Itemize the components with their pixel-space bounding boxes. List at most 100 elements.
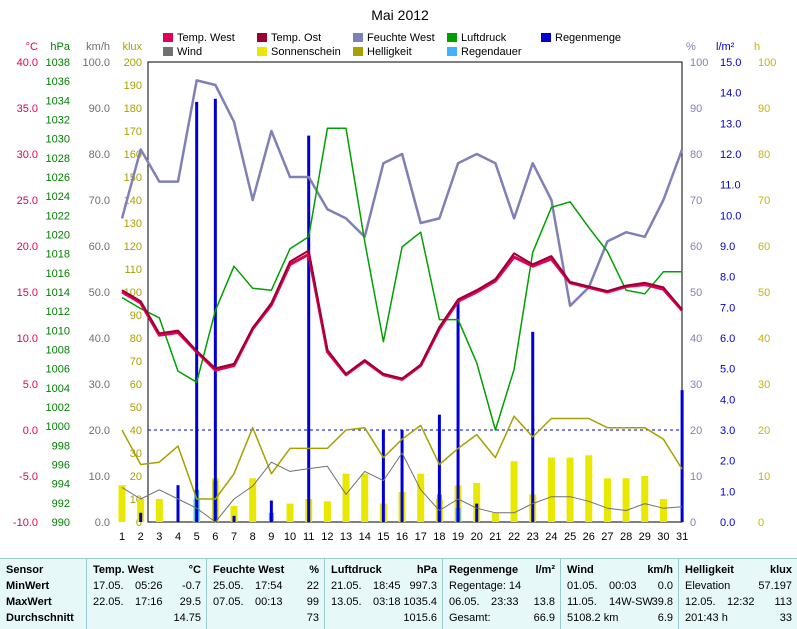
axis-tick-label: 1026 [46,172,70,184]
stats-col-wind: Wind km/h 01.05. 00:03 0.0 11.05. 14W-SW 39.8 51… [560,559,679,629]
axis-tick-label: 1038 [46,57,70,69]
stats-value: 1035.4 [403,596,437,608]
line-series [120,79,684,523]
stats-value: 39.8 [651,596,673,608]
stats-value-date: 201:43 h [685,612,728,624]
stats-value-time: 14W-SW [609,596,653,608]
axis-tick-label: -5.0 [19,471,38,483]
axis-tick-label: 10 [690,471,702,483]
x-tick-label: 4 [175,531,181,543]
axis-unit-label: hPa [50,41,70,53]
x-tick-label: 23 [527,531,539,543]
stats-col-feuchte: Feuchte West% 25.05. 17:54 22 07.05. 00:13 99 7… [206,559,325,629]
legend-label: Luftdruck [461,32,507,44]
stats-value-time: 17:16 [135,596,163,608]
axis-tick-label: 10.0 [720,210,741,222]
stats-value-date: Elevation [685,580,731,592]
stats-value: 0.0 [657,580,673,592]
temp-ost-line [121,249,683,380]
x-tick-label: 20 [471,531,483,543]
axis-tick-label: 30 [758,379,770,391]
axis-tick-label: 90 [690,103,702,115]
stats-value-time: 00:03 [609,580,637,592]
sunshine-bar [137,499,145,522]
legend-label: Sonnenschein [271,46,341,58]
axis-tick-label: 70 [130,356,142,368]
x-tick-label: 1 [119,531,125,543]
axis-tick-label: 15.0 [720,57,741,69]
stats-value-date: 17.05. [93,580,124,592]
x-tick-label: 30 [657,531,669,543]
stats-value: 73 [306,612,319,624]
axis-tick-label: 10 [758,471,770,483]
axis-tick-label: 80 [758,149,770,161]
axis-tick-label: 994 [52,479,70,491]
axis-tick-label: 998 [52,440,70,452]
rain-amount-bar [680,390,684,522]
axis-tick-label: 10.0 [17,333,38,345]
axis-tick-label: 60 [130,379,142,391]
axis-tick-label: 35.0 [17,103,38,115]
axis-tick-label: 40 [690,333,702,345]
axis-tick-label: 25.0 [17,195,38,207]
x-tick-label: 27 [601,531,613,543]
axis-tick-label: 70.0 [89,195,110,207]
axis-tick-label: 10.0 [89,471,110,483]
axis-tick-label: 20 [130,471,142,483]
stats-value-date: 11.05. [567,596,597,608]
rain-amount-bar [381,430,385,522]
axis-tick-label: 1034 [46,95,70,107]
axis-tick-label: 1.0 [720,486,735,498]
axis-tick-label: 11.0 [720,180,741,192]
axis-tick-label: 90 [130,310,142,322]
stats-col-regen: Regenmenge l/m² Regentage: 14 06.05. 23:33 13… [442,559,561,629]
sunshine-bar [473,482,481,522]
stats-value-time: 12:32 [727,596,755,608]
stats-value: 57.197 [758,580,792,592]
axis-tick-label: 15.0 [17,287,38,299]
x-tick-label: 13 [340,531,352,543]
axis-tick-label: 5.0 [23,379,38,391]
axis-tick-label: 4.0 [720,394,735,406]
axis-tick-label: 120 [124,241,142,253]
legend-label: Feuchte West [367,32,435,44]
sunshine-bar [342,473,350,522]
axis-tick-label: 9.0 [720,241,735,253]
stats-col-luftdruck: Luftdruck hPa 21.05. 18:45 997.3 13.05. 03:18 1… [324,559,443,629]
stats-unit: klux [769,564,792,576]
luftdruck-line [121,127,683,431]
axis-tick-label: 8.0 [720,272,735,284]
stats-col-temp: Temp. West °C 17.05. 05:26 -0.7 22.05. 17:16 29… [86,559,207,629]
axis-tick-label: 13.0 [720,118,741,130]
axis-tick-label: 70 [690,195,702,207]
axis-tick-label: 0.0 [23,425,38,437]
axis-tick-label: 992 [52,498,70,510]
stats-unit: hPa [416,564,437,576]
x-tick-label: 22 [508,531,520,543]
axis-tick-label: 1004 [46,383,70,395]
sunshine-bar [622,478,630,522]
stats-value: 113 [774,596,792,608]
rain-amount-bar [437,414,441,522]
x-tick-label: 9 [268,531,274,543]
axis-tick-label: 1016 [46,268,70,280]
stats-value: 14.75 [173,612,201,624]
axis-tick-label: 0.0 [95,517,110,529]
stats-value: 22 [306,580,319,592]
axis-tick-label: 1020 [46,230,70,242]
stats-value-date: 12.05. [685,596,716,608]
axis-tick-label: 1008 [46,345,70,357]
weather-chart: Mai 2012 Temp. West Temp. Ost Feuchte West… [13,7,776,543]
axis-tick-label: 100 [758,57,776,69]
axis-tick-label: 1028 [46,153,70,165]
legend-label: Helligkeit [367,46,412,58]
chart-title: Mai 2012 [371,7,429,23]
axis-tick-label: 1024 [46,191,70,203]
stats-value-time: 05:26 [135,580,163,592]
stats-unit: °C [188,564,201,576]
stats-header: Wind [567,564,594,576]
rain-amount-bar [232,515,236,522]
sunshine-bar [641,476,649,522]
sunshine-bar [361,473,369,522]
rain-amount-bar [176,485,180,522]
